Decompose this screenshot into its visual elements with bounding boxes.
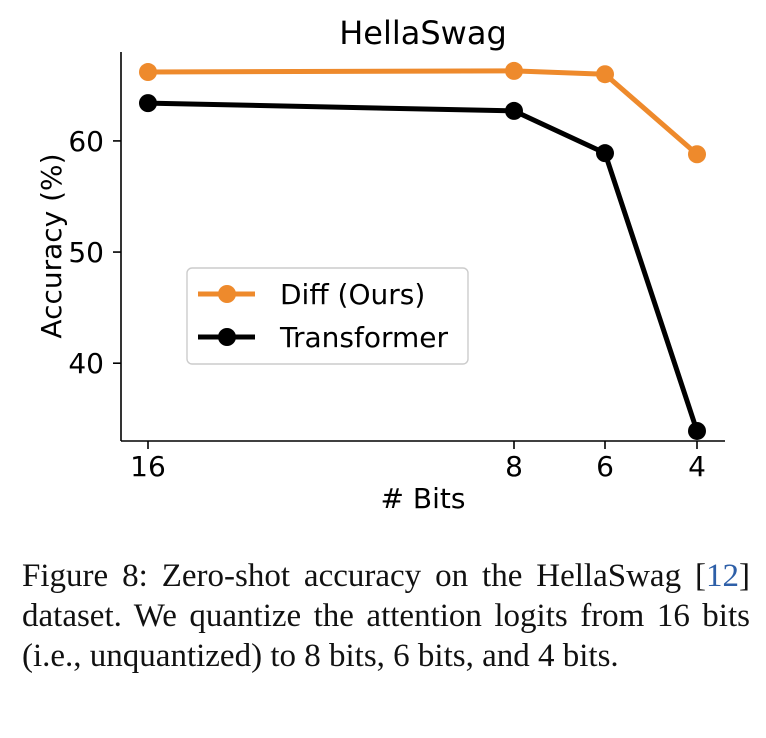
series-line-transformer — [147, 100, 700, 432]
data-point-diff — [505, 61, 523, 80]
data-point-transformer — [505, 101, 523, 120]
caption-label: Figure 8: — [22, 558, 148, 594]
data-point-transformer — [596, 144, 614, 163]
x-tick-label: 6 — [596, 450, 614, 483]
x-tick-label: 16 — [130, 450, 166, 483]
x-axis-label: # Bits — [381, 482, 466, 515]
data-point-diff — [139, 63, 157, 82]
legend-label-transformer: Transformer — [279, 321, 449, 354]
x-tick-label: 8 — [505, 450, 523, 483]
y-tick-label: 40 — [68, 347, 104, 380]
y-tick-label: 50 — [68, 236, 104, 269]
data-point-diff — [596, 65, 614, 84]
legend-marker-diff — [218, 285, 236, 303]
legend-frame — [186, 267, 469, 365]
caption-text-before: Zero-shot accuracy on the HellaSwag [ — [161, 558, 706, 594]
data-point-diff — [688, 145, 706, 164]
legend-label-diff: Diff (Ours) — [280, 278, 425, 311]
accuracy-line-chart: HellaSwag 40 50 60 16 8 6 4 # Bits Accuracy (… — [35, 14, 725, 515]
data-point-transformer — [688, 421, 706, 440]
caption-text-after: ] dataset. We quantize the attention log… — [22, 558, 750, 674]
y-tick-label: 60 — [68, 125, 104, 158]
figure-caption: Figure 8: Zero-shot accuracy on the Hell… — [22, 556, 750, 676]
x-tick-label: 4 — [688, 450, 706, 483]
y-ticks: 40 50 60 — [68, 125, 121, 380]
data-point-transformer — [139, 94, 157, 113]
y-axis-label: Accuracy (%) — [35, 153, 68, 338]
axes — [120, 52, 725, 442]
chart-title: HellaSwag — [339, 14, 507, 52]
legend-marker-transformer — [218, 328, 236, 346]
citation-link[interactable]: 12 — [706, 558, 739, 594]
legend: Diff (Ours) Transformer — [186, 267, 469, 365]
x-ticks: 16 8 6 4 — [130, 441, 706, 483]
series-group — [139, 61, 706, 440]
series-line-diff — [147, 68, 699, 157]
